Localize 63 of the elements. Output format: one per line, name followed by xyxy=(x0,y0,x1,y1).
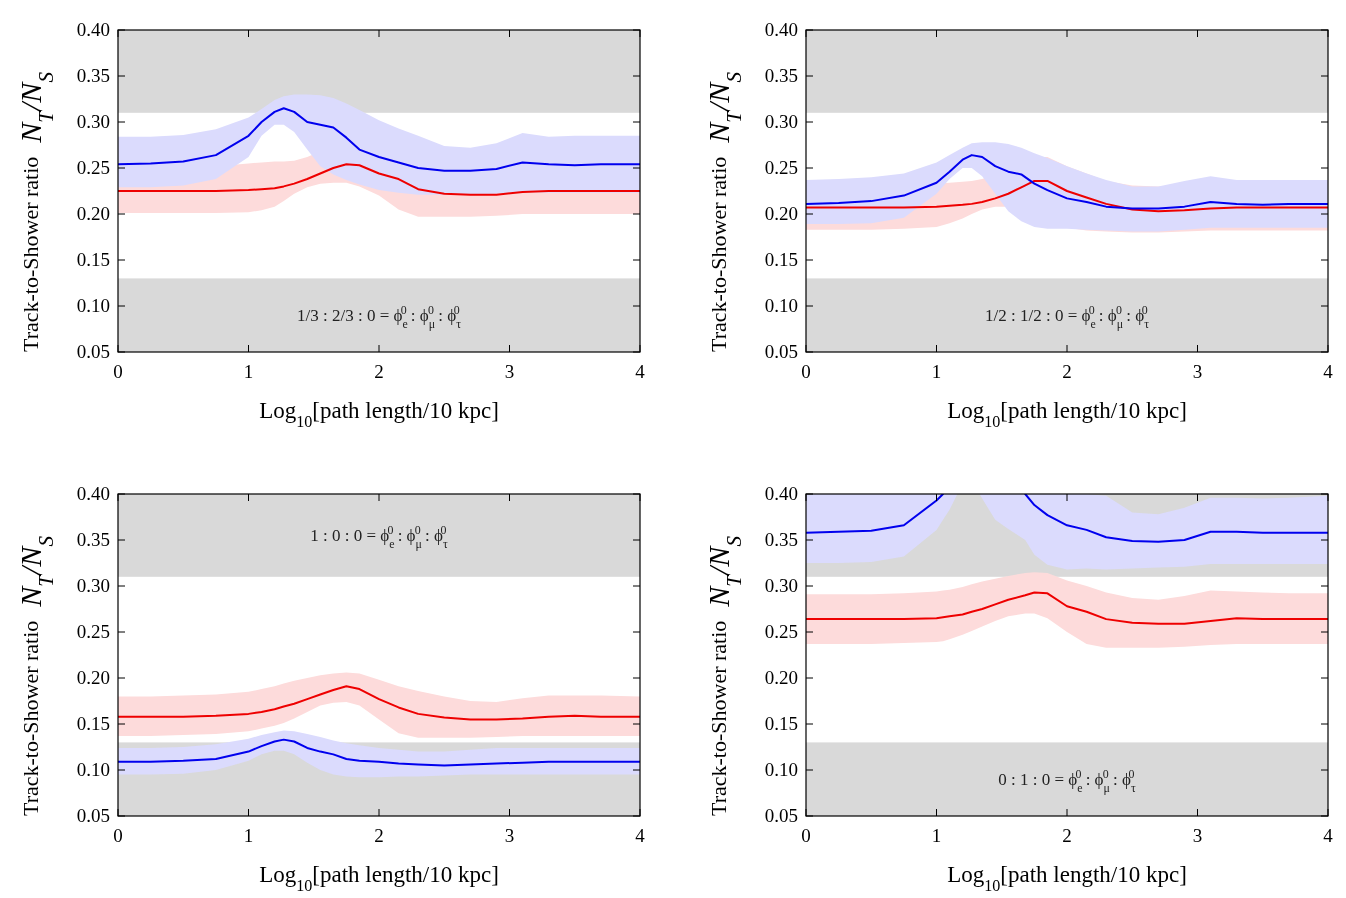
x-tick-label: 1 xyxy=(931,825,942,846)
x-tick-label: 1 xyxy=(243,825,254,846)
y-tick-label: 0.30 xyxy=(764,575,798,596)
x-tick-label: 4 xyxy=(1323,361,1334,382)
y-tick-label: 0.05 xyxy=(76,805,110,826)
y-tick-label: 0.10 xyxy=(76,759,110,780)
y-tick-label: 0.40 xyxy=(764,483,798,504)
x-tick-label: 3 xyxy=(1192,825,1203,846)
y-tick-label: 0.20 xyxy=(764,203,798,224)
x-axis-title: Log$_{10}$[path length/10 kpc] xyxy=(947,398,1187,430)
y-tick-label: 0.30 xyxy=(764,111,798,132)
x-tick-label: 3 xyxy=(504,361,515,382)
y-tick-label: 0.25 xyxy=(76,621,110,642)
y-tick-label: 0.05 xyxy=(764,341,798,362)
x-tick-label: 0 xyxy=(801,825,811,846)
x-tick-label: 4 xyxy=(635,361,646,382)
x-tick-label: 3 xyxy=(504,825,515,846)
x-tick-label: 0 xyxy=(113,361,123,382)
y-tick-label: 0.10 xyxy=(76,295,110,316)
x-axis-title: Log$_{10}$[path length/10 kpc] xyxy=(259,398,499,430)
y-tick-label: 0.35 xyxy=(76,65,110,86)
y-tick-label: 0.35 xyxy=(76,529,110,550)
x-tick-label: 2 xyxy=(1062,825,1072,846)
y-tick-label: 0.40 xyxy=(764,19,798,40)
line-series xyxy=(118,685,640,721)
y-tick-label: 0.30 xyxy=(76,575,110,596)
y-tick-label: 0.30 xyxy=(76,111,110,132)
line-series xyxy=(806,179,1328,213)
x-tick-label: 2 xyxy=(374,361,384,382)
y-tick-label: 0.40 xyxy=(76,19,110,40)
y-tick-label: 0.10 xyxy=(764,759,798,780)
x-tick-label: 0 xyxy=(801,361,811,382)
x-tick-label: 2 xyxy=(374,825,384,846)
y-tick-label: 0.20 xyxy=(76,667,110,688)
y-tick-label: 0.25 xyxy=(764,157,798,178)
y-tick-label: 0.05 xyxy=(764,805,798,826)
y-tick-label: 0.35 xyxy=(764,65,798,86)
x-axis-title: Log$_{10}$[path length/10 kpc] xyxy=(947,862,1187,894)
y-tick-label: 0.15 xyxy=(76,249,110,270)
line-series xyxy=(118,107,640,172)
y-tick-label: 0.05 xyxy=(76,341,110,362)
y-tick-label: 0.25 xyxy=(764,621,798,642)
y-tick-label: 0.25 xyxy=(76,157,110,178)
line-series xyxy=(118,738,640,767)
x-tick-label: 3 xyxy=(1192,361,1203,382)
y-tick-label: 0.20 xyxy=(76,203,110,224)
y-tick-label: 0.10 xyxy=(764,295,798,316)
line-series xyxy=(806,154,1328,210)
x-tick-label: 1 xyxy=(931,361,942,382)
x-tick-label: 1 xyxy=(243,361,254,382)
x-tick-label: 2 xyxy=(1062,361,1072,382)
x-tick-label: 0 xyxy=(113,825,123,846)
y-tick-label: 0.20 xyxy=(764,667,798,688)
x-tick-label: 4 xyxy=(635,825,646,846)
x-tick-label: 4 xyxy=(1323,825,1334,846)
y-tick-label: 0.35 xyxy=(764,529,798,550)
x-axis-title: Log$_{10}$[path length/10 kpc] xyxy=(259,862,499,894)
y-tick-label: 0.15 xyxy=(764,249,798,270)
y-tick-label: 0.40 xyxy=(76,483,110,504)
y-tick-label: 0.15 xyxy=(76,713,110,734)
y-tick-label: 0.15 xyxy=(764,713,798,734)
line-series xyxy=(806,591,1328,625)
line-series xyxy=(118,163,640,196)
